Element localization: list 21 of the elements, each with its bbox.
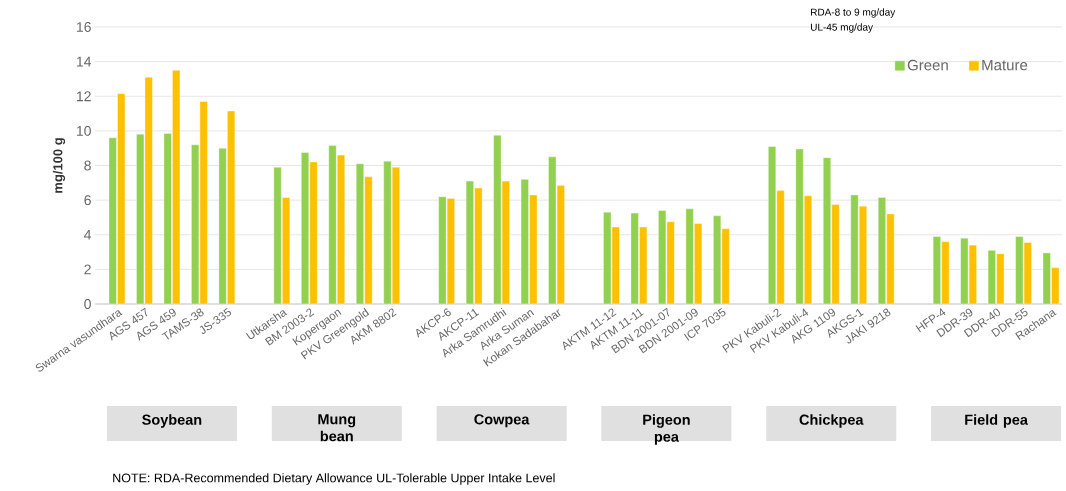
y-tick-label: 12 bbox=[76, 91, 91, 102]
text: Pigeon pea bbox=[643, 414, 690, 445]
y-tick-label: 0 bbox=[84, 299, 91, 309]
text: Soybean bbox=[142, 414, 202, 428]
legend-label: Green bbox=[907, 59, 948, 71]
y-tick-label: 6 bbox=[84, 195, 91, 206]
y-tick-label: 4 bbox=[84, 229, 92, 240]
y-tick-label: 16 bbox=[76, 22, 91, 32]
text: Cowpea bbox=[474, 414, 530, 428]
y-axis-title: mg/100 g bbox=[52, 138, 66, 193]
y-tick-label: 2 bbox=[84, 264, 91, 275]
text: RDA-8 to 9 mg/day bbox=[811, 8, 896, 18]
y-tick-label: 14 bbox=[76, 56, 92, 67]
legend-label: Mature bbox=[982, 59, 1028, 71]
y-tick-label: 8 bbox=[84, 160, 91, 171]
annotation: UL-45 mg/day bbox=[810, 23, 873, 33]
text: Chickpea bbox=[799, 414, 864, 428]
text: Mung bean bbox=[318, 414, 356, 442]
text: Field pea bbox=[965, 414, 1028, 428]
text: NOTE: RDA-Recommended Dietary Allowance UL-Tolerable Upper Intake Level bbox=[113, 473, 555, 485]
y-tick-label: 10 bbox=[76, 125, 91, 136]
